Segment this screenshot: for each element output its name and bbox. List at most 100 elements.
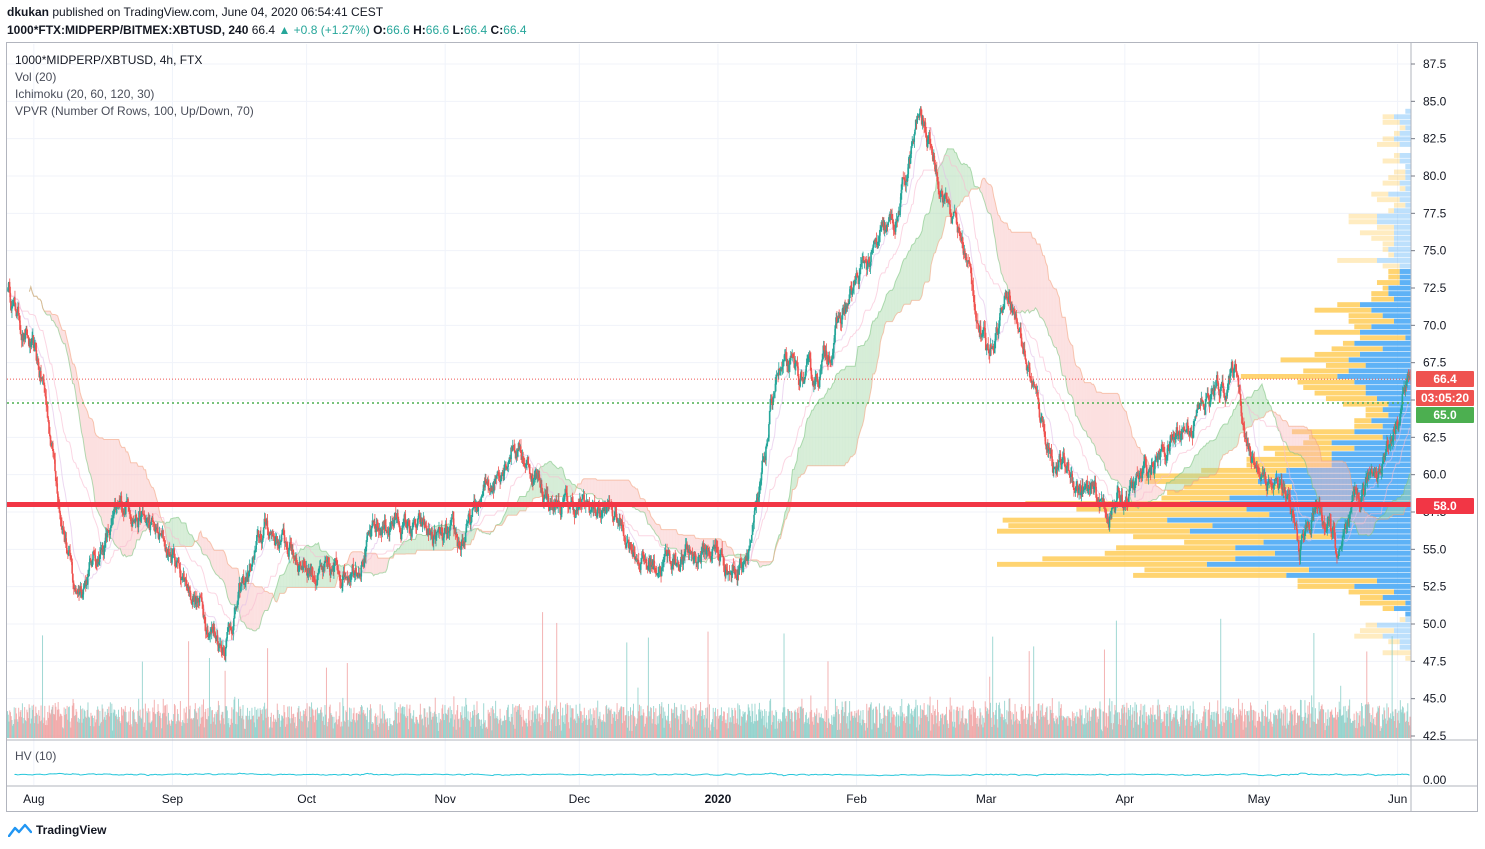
cloud-segment [254,585,256,631]
candle-body [264,518,266,523]
volume-bar [923,703,925,738]
volume-bar [1159,709,1161,738]
candle-body [343,571,345,577]
volume-bar [550,731,552,738]
volume-bar [810,695,812,738]
volume-bar [70,727,72,738]
cloud-segment [823,394,826,466]
volume-bar [671,713,673,738]
candle-body [708,550,711,556]
volume-bar [134,719,136,738]
volume-bar [770,724,772,738]
cloud-segment [869,325,872,395]
cloud-segment [1168,482,1170,491]
volume-bar [425,716,427,738]
volume-bar [1175,710,1177,738]
volume-bar [514,728,516,738]
volume-bar [594,725,596,738]
vpvr-down-bar [1365,407,1383,413]
vpvr-down-bar [997,528,1190,534]
volume-bar [120,723,122,738]
volume-bar [1379,730,1381,738]
candle-body [659,566,661,572]
volume-bar [179,701,181,738]
cloud-segment [1291,426,1294,453]
volume-bar [420,714,422,738]
volume-bar [709,730,711,738]
cloud-segment [1297,426,1300,455]
cloud-segment [205,537,207,556]
candle-body [216,635,219,644]
volume-bar [1012,724,1014,738]
volume-bar [1197,720,1199,738]
volume-bar [1232,707,1234,738]
cloud-segment [71,357,73,384]
volume-bar [787,708,789,738]
volume-bar [1089,720,1091,738]
volume-bar [202,699,204,738]
volume-bar [806,722,808,738]
volume-bar [1052,713,1054,738]
candle-body [143,515,146,517]
volume-bar [630,707,632,738]
volume-bar [1176,705,1178,738]
vpvr-down-bar [1388,252,1394,258]
candle-body [391,521,393,524]
volume-bar [102,708,104,738]
vpvr-up-bar [1399,263,1411,269]
candle-body [48,421,50,434]
cloud-segment [99,437,101,518]
candle-body [364,546,367,557]
volume-bar [581,722,583,738]
volume-bar [496,716,498,738]
volume-bar [428,706,430,738]
volume-bar [839,729,841,738]
volume-bar [970,714,972,738]
volume-bar [278,718,280,738]
volume-bar [214,713,216,738]
volume-bar [705,707,707,738]
volume-bar [635,726,637,738]
candle-body [226,632,228,639]
volume-bar [394,702,396,738]
vpvr-up-bar [1291,484,1411,490]
cloud-segment [1336,461,1338,525]
candle-body [71,562,73,574]
candle-body [411,529,413,537]
volume-bar [1201,720,1203,738]
volume-bar [48,705,50,738]
volume-bar [627,711,629,738]
volume-bar [1179,726,1181,738]
volume-bar [1267,721,1269,738]
candle-body [472,507,474,509]
volume-bar [331,716,333,738]
volume-bar [718,716,720,738]
volume-bar [52,705,54,738]
publisher-name[interactable]: dkukan [7,5,50,19]
volume-bar [370,708,372,738]
volume-bar [586,725,588,738]
volume-bar [280,720,282,738]
vpvr-up-bar [1359,329,1411,335]
volume-bar [123,709,125,738]
volume-bar [79,719,81,738]
volume-bar [441,708,443,738]
volume-bar [639,715,641,738]
volume-bar [563,715,565,738]
volume-bar [1113,714,1115,738]
volume-bar [847,728,849,738]
vpvr-up-bar [1371,418,1411,424]
vpvr-down-bar [1382,114,1394,120]
volume-bar [826,727,828,738]
cloud-segment [656,524,659,537]
cloud-segment [1048,279,1051,337]
cloud-segment [1217,432,1219,472]
cloud-segment [233,568,236,605]
volume-bar [264,709,266,738]
volume-bar [267,716,269,738]
volume-bar [1327,709,1329,738]
cloud-segment [421,534,423,551]
volume-bar [335,711,337,738]
vpvr-up-bar [1405,617,1411,623]
